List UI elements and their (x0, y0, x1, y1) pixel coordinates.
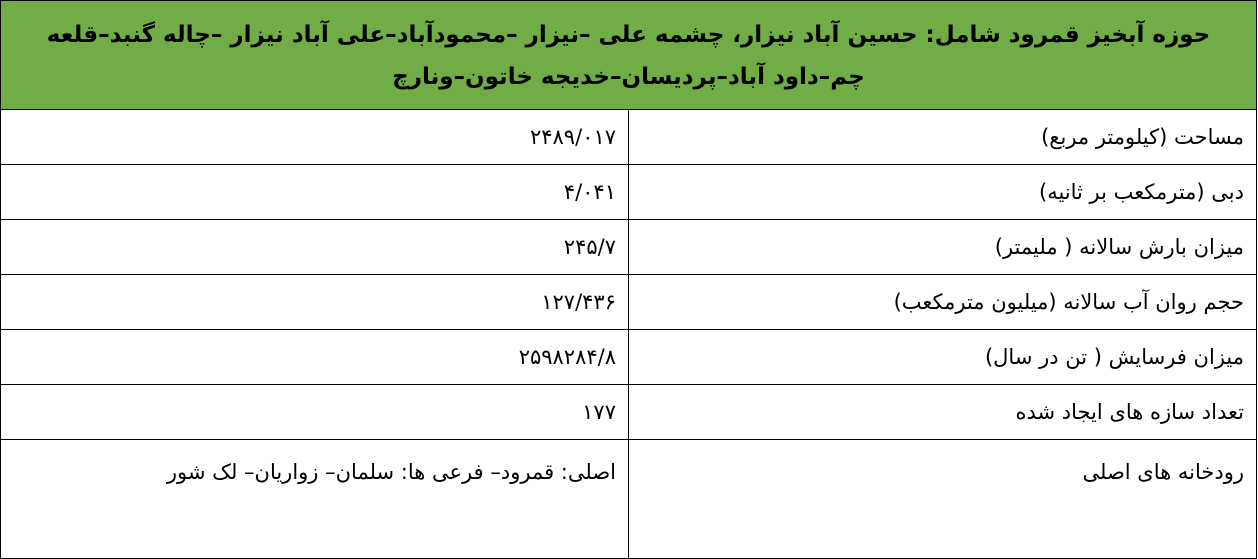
table-row: میزان فرسایش ( تن در سال) ۲۵۹۸۲۸۴/۸ (0, 329, 1257, 385)
table-row: حجم روان آب سالانه (میلیون مترمکعب) ۱۲۷/… (0, 274, 1257, 330)
row-label: رودخانه های اصلی (628, 439, 1257, 559)
row-value: ۲۵۹۸۲۸۴/۸ (0, 329, 629, 385)
row-label: مساحت (کیلومتر مربع) (628, 109, 1257, 165)
table-title: حوزه آبخیز قمرود شامل: حسین آباد نیزار، … (0, 0, 1257, 110)
table-row: مساحت (کیلومتر مربع) ۲۴۸۹/۰۱۷ (0, 109, 1257, 165)
table-row: تعداد سازه های ایجاد شده ۱۷۷ (0, 384, 1257, 440)
row-label: تعداد سازه های ایجاد شده (628, 384, 1257, 440)
row-label: میزان بارش سالانه ( ملیمتر) (628, 219, 1257, 275)
table-row: میزان بارش سالانه ( ملیمتر) ۲۴۵/۷ (0, 219, 1257, 275)
row-value: ۱۷۷ (0, 384, 629, 440)
row-label: حجم روان آب سالانه (میلیون مترمکعب) (628, 274, 1257, 330)
row-value: ۴/۰۴۱ (0, 164, 629, 220)
row-value: ۲۴۸۹/۰۱۷ (0, 109, 629, 165)
table-row: دبی (مترمکعب بر ثانیه) ۴/۰۴۱ (0, 164, 1257, 220)
row-label: میزان فرسایش ( تن در سال) (628, 329, 1257, 385)
row-value: ۲۴۵/۷ (0, 219, 629, 275)
table-row: رودخانه های اصلی اصلی: قمرود– فرعی ها: س… (0, 439, 1257, 559)
row-value: ۱۲۷/۴۳۶ (0, 274, 629, 330)
row-label: دبی (مترمکعب بر ثانیه) (628, 164, 1257, 220)
table-header-row: حوزه آبخیز قمرود شامل: حسین آباد نیزار، … (0, 0, 1257, 110)
row-value: اصلی: قمرود– فرعی ها: سلمان– زواریان– لک… (0, 439, 629, 559)
